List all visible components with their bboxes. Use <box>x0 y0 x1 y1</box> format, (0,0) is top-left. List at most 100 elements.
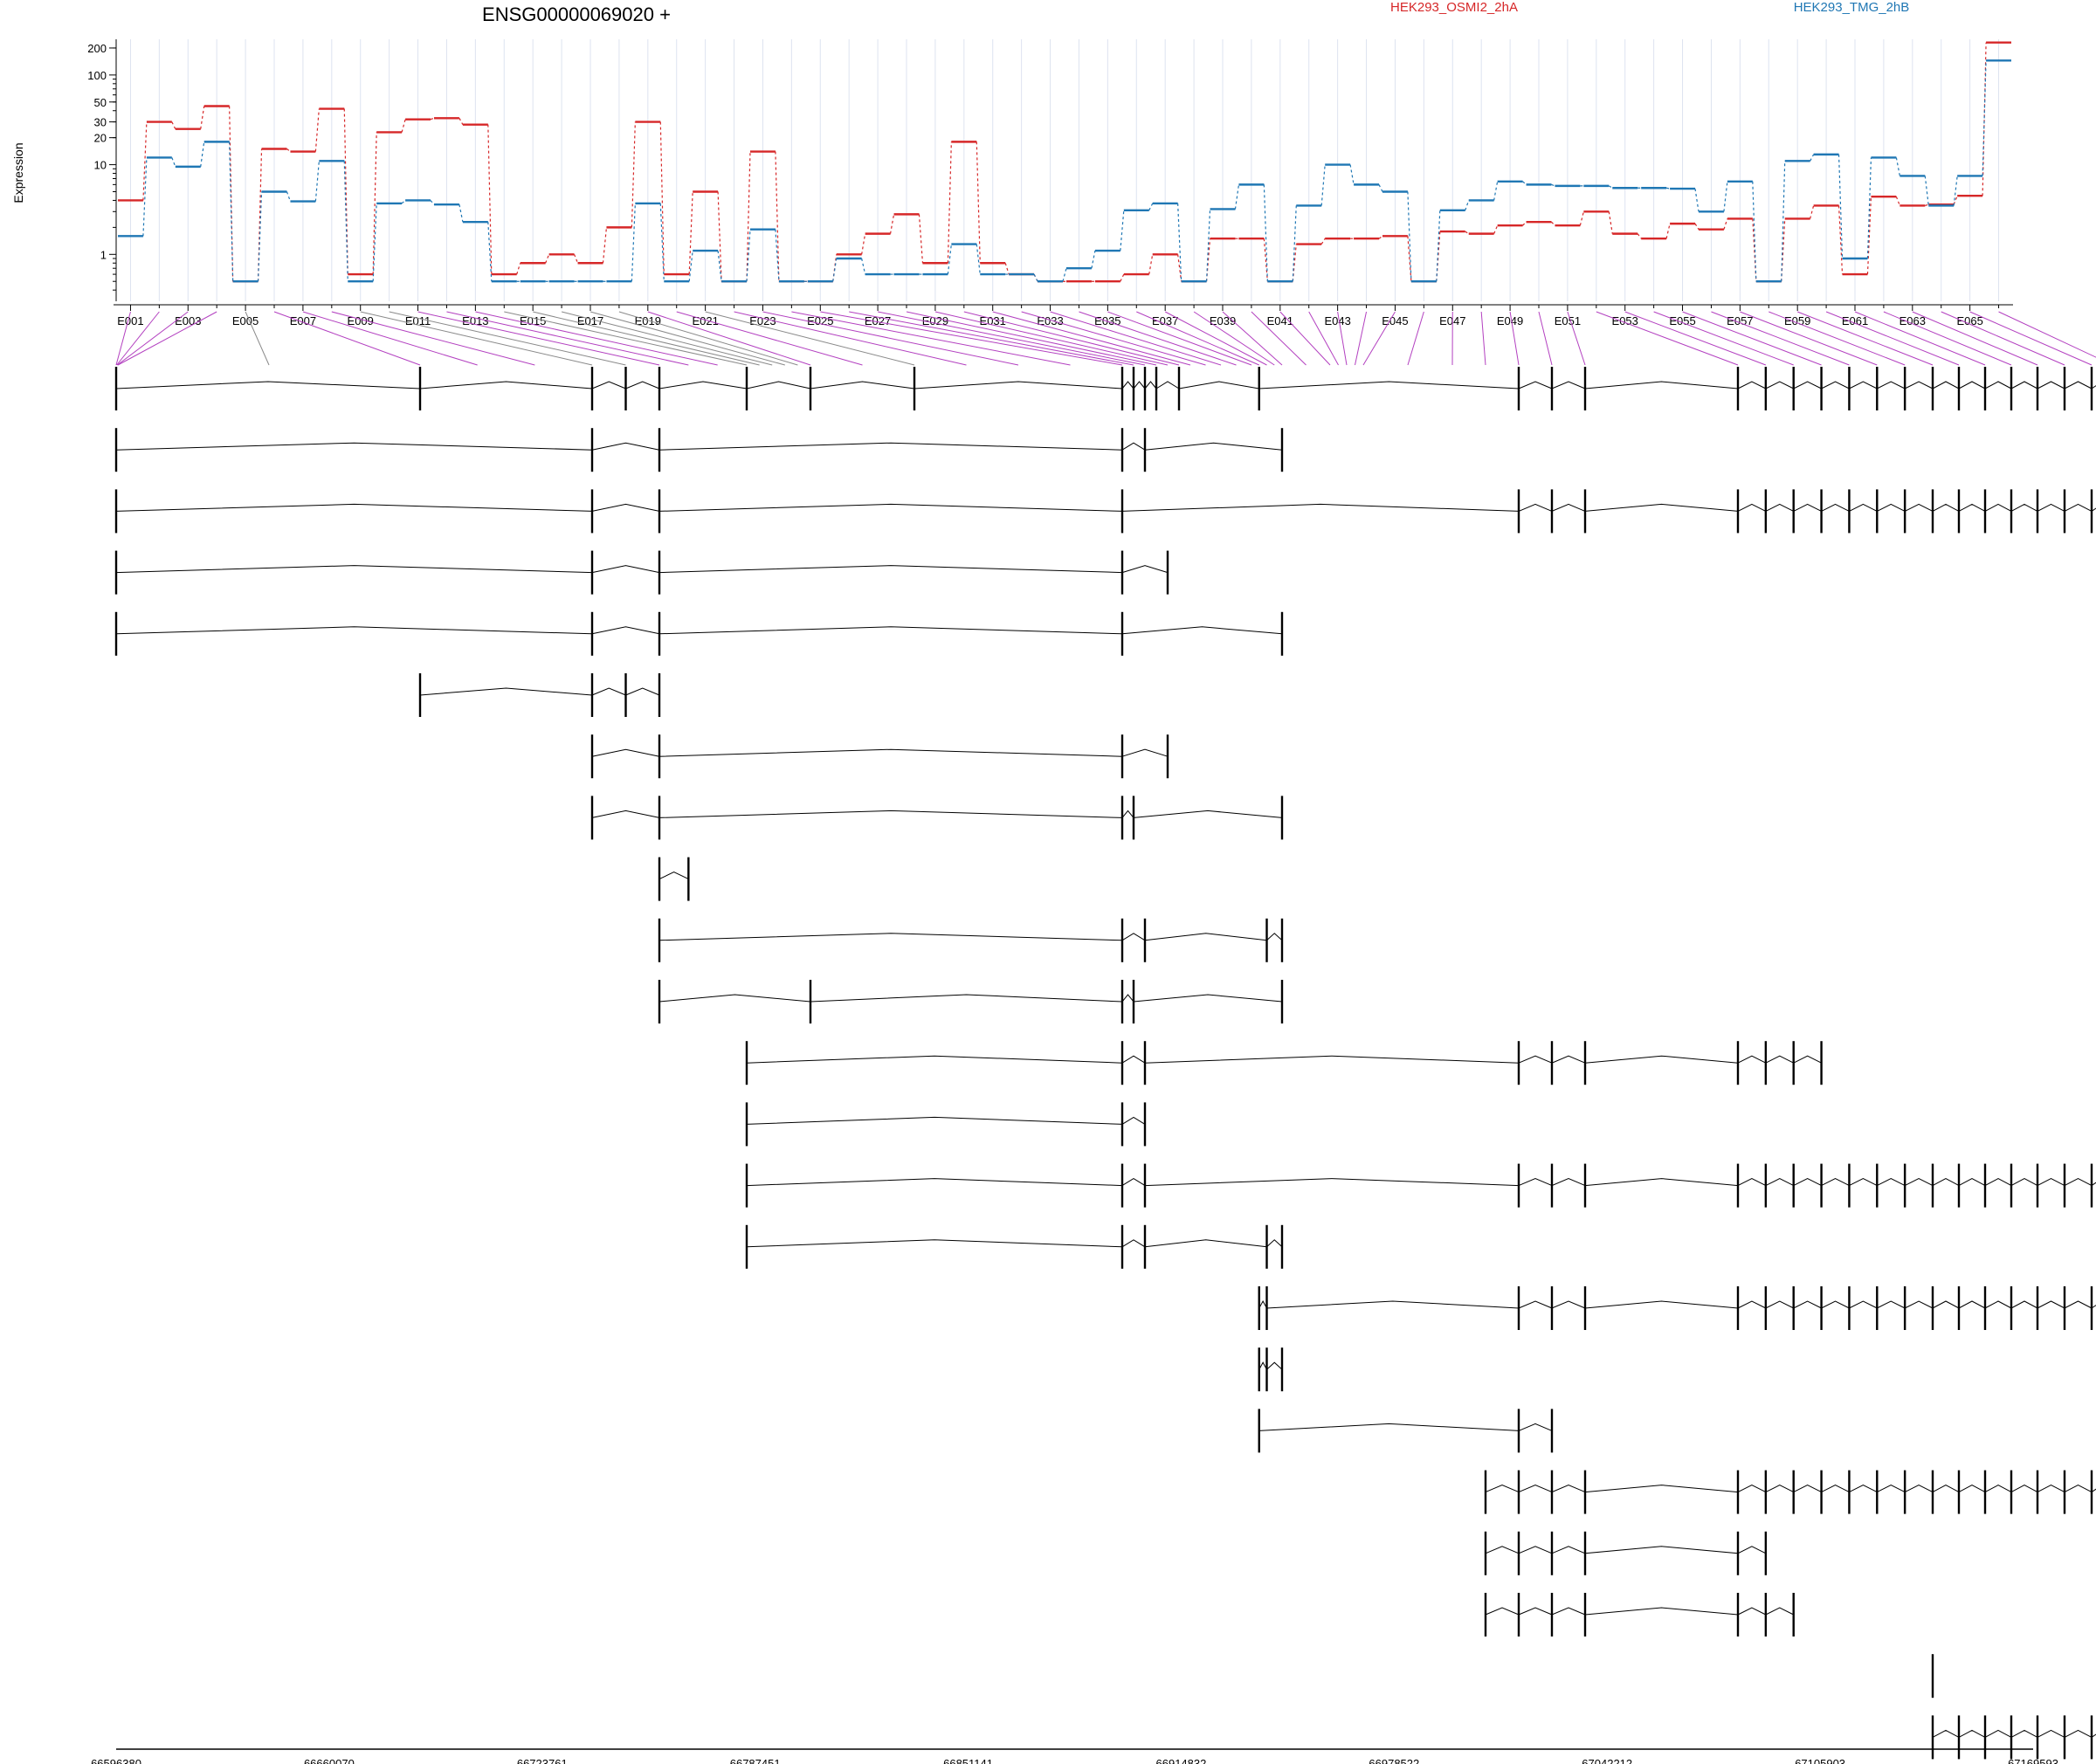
exon-connector <box>1407 311 1424 366</box>
exon-block <box>1143 918 1147 962</box>
exon-block <box>1736 1531 1740 1575</box>
exon-connector <box>115 311 131 366</box>
intron <box>658 872 689 880</box>
exon-block <box>2036 1286 2039 1330</box>
exon-connector <box>1362 311 1396 366</box>
exon-block <box>1764 1593 1768 1637</box>
exon-connector <box>245 311 270 366</box>
exon-block <box>1517 1531 1520 1575</box>
exon-block <box>1931 1654 1934 1699</box>
transcript-model <box>1931 1715 2096 1760</box>
exon-block <box>658 734 661 779</box>
exon-block <box>1903 1470 1906 1514</box>
y-tick-label: 100 <box>87 69 107 82</box>
exon-block <box>1166 734 1169 779</box>
exon-block <box>1583 1531 1587 1575</box>
intron <box>746 1116 1146 1125</box>
exon-connector <box>705 311 915 366</box>
exon-block <box>1792 489 1795 534</box>
transcript-model <box>658 857 690 901</box>
exon-block <box>1120 1163 1124 1208</box>
exon-tick-label: E037 <box>1152 314 1178 327</box>
exon-tick-label: E043 <box>1324 314 1350 327</box>
chart-title: ENSG00000069020 + <box>482 3 671 25</box>
genome-tick-label: 67042212 <box>1582 1757 1632 1764</box>
exon-block <box>1280 428 1284 472</box>
exon-block <box>1903 1163 1906 1208</box>
exon-block <box>1517 1163 1520 1208</box>
exon-connector <box>116 311 160 366</box>
exon-block <box>590 367 594 410</box>
exon-tick-label: E033 <box>1037 314 1063 327</box>
exon-block <box>2036 1715 2039 1760</box>
exon-block <box>1848 1286 1851 1330</box>
exon-block <box>1848 1163 1851 1208</box>
exon-tick-label: E005 <box>232 314 259 327</box>
exon-block <box>1792 1041 1795 1085</box>
exon-connector <box>791 311 1071 366</box>
genome-tick-label: 66851141 <box>943 1757 993 1764</box>
intron <box>1485 1607 1794 1616</box>
exon-block <box>1258 1286 1260 1330</box>
exon-block <box>590 734 594 779</box>
genome-tick-label: 67105903 <box>1795 1757 1845 1764</box>
series-osmi2 <box>118 41 2011 283</box>
exon-block <box>1484 1593 1487 1637</box>
exon-block <box>2010 1286 2013 1330</box>
intron <box>1485 1546 1767 1554</box>
exon-connector <box>1355 311 1368 366</box>
exon-block <box>687 857 690 901</box>
exon-connector <box>1538 311 1553 366</box>
exon-block <box>745 1163 748 1208</box>
exon-tick-label: E053 <box>1612 314 1638 327</box>
exon-block <box>1280 918 1284 962</box>
exon-connector <box>389 311 626 366</box>
exon-block <box>1736 1286 1740 1330</box>
exon-block <box>658 428 661 472</box>
exon-tick-label: E011 <box>405 314 431 327</box>
exon-block <box>590 550 594 595</box>
exon-block <box>1484 1470 1487 1514</box>
exon-block <box>1120 980 1124 1023</box>
exon-block <box>1120 1041 1124 1085</box>
exon-connector <box>1164 311 1267 366</box>
exon-connector <box>1050 311 1222 366</box>
transcript-model <box>745 1224 1284 1269</box>
exon-block <box>1280 796 1284 840</box>
exon-block <box>1820 1470 1823 1514</box>
exon-block <box>1957 367 1961 410</box>
exon-connector <box>117 311 217 366</box>
exon-block <box>1143 1102 1147 1147</box>
exon-connector <box>533 311 760 366</box>
transcript-model <box>114 611 1284 656</box>
intron <box>1258 1361 1283 1370</box>
exon-block <box>1957 1470 1961 1514</box>
transcript-model <box>114 550 1169 595</box>
exon-tick-label: E061 <box>1842 314 1868 327</box>
exon-block <box>2010 367 2013 410</box>
exon-block <box>1736 489 1740 534</box>
expression-series <box>118 41 2011 283</box>
exon-block <box>1931 1715 1934 1760</box>
exon-block <box>1550 1470 1554 1514</box>
exon-block <box>1820 1163 1823 1208</box>
exon-connector <box>1740 311 1878 366</box>
exon-block <box>1143 1163 1147 1208</box>
intron <box>1485 1485 2096 1493</box>
exon-block <box>658 980 661 1023</box>
exon-connector <box>273 311 421 366</box>
exon-block <box>1848 489 1851 534</box>
exon-block <box>1792 367 1795 410</box>
exon-block <box>809 980 812 1023</box>
exon-connector <box>331 311 535 366</box>
transcript-model <box>1484 1593 1795 1637</box>
exon-block <box>1931 1470 1934 1514</box>
series-connector <box>142 60 1987 282</box>
exon-block <box>1550 1593 1554 1637</box>
transcript-model <box>114 428 1284 472</box>
exon-block <box>1583 1470 1587 1514</box>
exon-block <box>1820 1041 1823 1085</box>
exon-tick-label: E019 <box>635 314 661 327</box>
intron <box>1932 1729 2096 1738</box>
exon-block <box>1484 1531 1487 1575</box>
